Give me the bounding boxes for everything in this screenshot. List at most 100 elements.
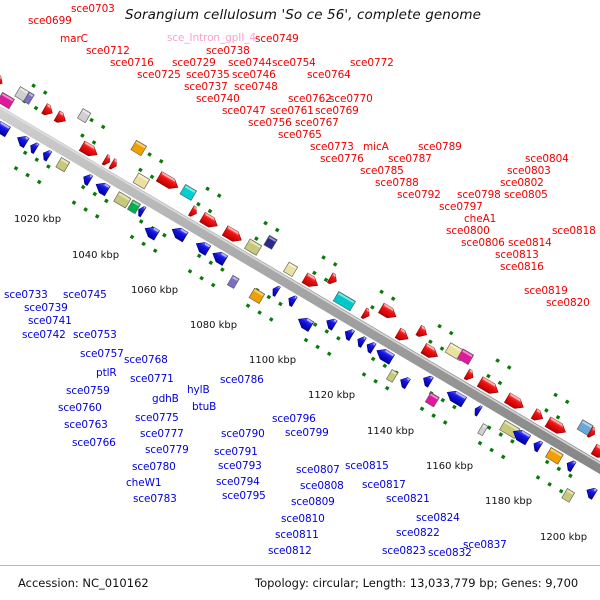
gene-label[interactable]: sce0812 [268, 545, 312, 557]
gene-arrow-shape[interactable] [476, 376, 501, 397]
gene-box[interactable] [424, 392, 440, 408]
gene-arrow-shape[interactable] [296, 315, 315, 332]
gene-label[interactable]: sce0821 [386, 493, 430, 505]
gene-arrow[interactable] [296, 315, 315, 332]
gene-arrow-shape[interactable] [155, 171, 180, 193]
gene-arrow[interactable] [530, 408, 545, 424]
gene-box-shape[interactable] [545, 447, 564, 465]
gene-box[interactable] [545, 447, 564, 465]
gene-label[interactable]: sce0788 [375, 177, 419, 189]
gene-label[interactable]: sce0816 [500, 261, 544, 273]
gene-label[interactable]: sce0742 [22, 329, 66, 341]
gene-arrow[interactable] [324, 316, 338, 331]
gene-label[interactable]: sce0817 [362, 479, 406, 491]
gene-arrow-shape[interactable] [584, 485, 598, 500]
gene-label[interactable]: sce0716 [110, 57, 154, 69]
gene-box-shape[interactable] [113, 191, 132, 209]
gene-label[interactable]: sce0761 [270, 105, 314, 117]
gene-label[interactable]: sce0793 [218, 460, 262, 472]
gene-arrow[interactable] [444, 388, 468, 408]
gene-label[interactable]: sce0811 [275, 529, 319, 541]
gene-arrow[interactable] [155, 171, 180, 193]
gene-label[interactable]: sce0749 [255, 33, 299, 45]
gene-label[interactable]: sce0757 [80, 348, 124, 360]
gene-label[interactable]: sce0764 [307, 69, 351, 81]
gene-label[interactable]: sce0813 [495, 249, 539, 261]
gene-label[interactable]: sce0741 [28, 315, 72, 327]
gene-box-shape[interactable] [0, 91, 15, 110]
gene-box[interactable] [14, 86, 30, 102]
gene-arrow-shape[interactable] [564, 459, 577, 473]
gene-arrow[interactable] [188, 205, 199, 219]
gene-arrow[interactable] [101, 154, 112, 167]
gene-arrow[interactable] [394, 327, 411, 344]
gene-label[interactable]: sce0798 [457, 189, 501, 201]
gene-box-shape[interactable] [332, 291, 356, 312]
gene-arrow-shape[interactable] [342, 327, 356, 341]
gene-label[interactable]: sce0775 [135, 412, 179, 424]
gene-box[interactable] [130, 139, 148, 157]
gene-label[interactable]: sce0747 [222, 105, 266, 117]
gene-label[interactable]: sce0810 [281, 513, 325, 525]
gene-label[interactable]: sce0777 [140, 428, 184, 440]
gene-label[interactable]: sce0837 [463, 539, 507, 551]
gene-label[interactable]: sce0772 [350, 57, 394, 69]
gene-box[interactable] [127, 199, 142, 215]
gene-label[interactable]: sce0737 [184, 81, 228, 93]
gene-label[interactable]: sce0805 [504, 189, 548, 201]
gene-box[interactable] [283, 261, 299, 278]
gene-label[interactable]: sce0766 [72, 437, 116, 449]
genome-backbone[interactable] [0, 100, 600, 477]
gene-label[interactable]: sce0808 [300, 480, 344, 492]
gene-arrow[interactable] [136, 205, 147, 218]
gene-label[interactable]: sce0756 [248, 117, 292, 129]
gene-label[interactable]: sce0794 [216, 476, 260, 488]
gene-label[interactable]: sce0744 [228, 57, 272, 69]
gene-box-shape[interactable] [77, 108, 92, 124]
gene-label[interactable]: sce0759 [66, 385, 110, 397]
gene-arrow[interactable] [193, 239, 212, 256]
gene-box[interactable] [132, 172, 151, 190]
gene-box-shape[interactable] [283, 261, 299, 278]
gene-label[interactable]: sce0768 [124, 354, 168, 366]
gene-arrow[interactable] [93, 180, 111, 197]
gene-arrow[interactable] [270, 284, 281, 297]
gene-arrow-shape[interactable] [286, 294, 298, 307]
gene-label[interactable]: btuB [192, 401, 217, 413]
gene-box[interactable] [332, 291, 356, 312]
gene-box-shape[interactable] [477, 423, 489, 437]
gene-label[interactable]: gdhB [152, 393, 179, 405]
gene-arrow[interactable] [41, 148, 53, 162]
gene-arrow[interactable] [374, 346, 395, 365]
gene-label[interactable]: ptlR [96, 367, 117, 379]
gene-label[interactable]: sce0712 [86, 45, 130, 57]
gene-box[interactable] [386, 369, 399, 383]
gene-box-shape[interactable] [263, 234, 278, 250]
gene-arrow[interactable] [78, 140, 100, 159]
gene-label[interactable]: sce0729 [172, 57, 216, 69]
gene-box[interactable] [456, 348, 475, 366]
gene-arrow-shape[interactable] [136, 205, 147, 218]
gene-label[interactable]: hylB [187, 384, 210, 396]
gene-label[interactable]: sce0823 [382, 545, 426, 557]
gene-label[interactable]: sce0824 [416, 512, 460, 524]
gene-arrow[interactable] [584, 485, 598, 500]
gene-label[interactable]: sce0735 [186, 69, 230, 81]
gene-label[interactable]: sce0792 [397, 189, 441, 201]
gene-arrow[interactable] [364, 340, 377, 354]
reverse-strand-genes[interactable] [0, 108, 600, 503]
gene-label[interactable]: sce0832 [428, 547, 472, 559]
gene-label[interactable]: cheW1 [126, 477, 162, 489]
gene-arrow-shape[interactable] [504, 392, 526, 412]
gene-label[interactable]: sce0787 [388, 153, 432, 165]
gene-label[interactable]: sce_Intron_gpII_4 [167, 32, 256, 44]
gene-box[interactable] [23, 91, 35, 105]
gene-box[interactable] [561, 488, 576, 503]
gene-arrow-shape[interactable] [41, 148, 53, 162]
gene-arrow-shape[interactable] [398, 375, 411, 390]
gene-label[interactable]: sce0785 [360, 165, 404, 177]
gene-label[interactable]: sce0769 [315, 105, 359, 117]
gene-label[interactable]: sce0797 [439, 201, 483, 213]
gene-box[interactable] [77, 108, 92, 124]
gene-box[interactable] [226, 274, 240, 289]
